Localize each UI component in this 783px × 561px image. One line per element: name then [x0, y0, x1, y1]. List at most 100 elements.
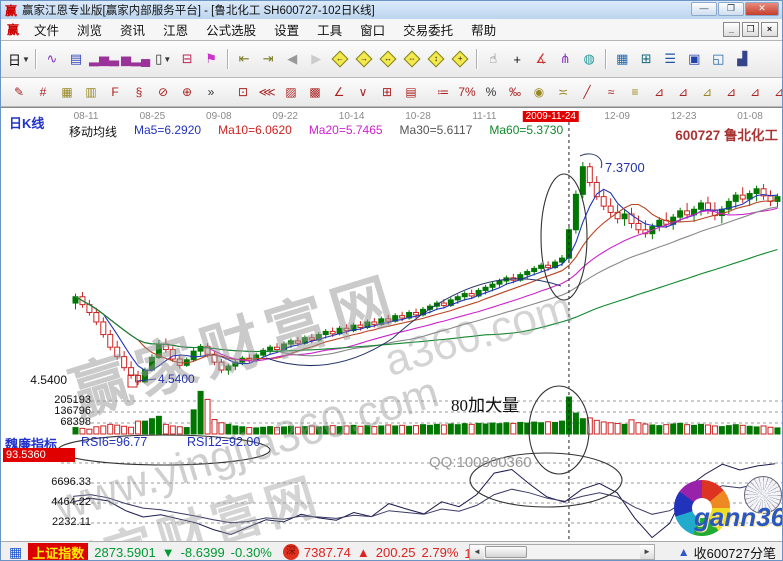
- menu-gann[interactable]: 江恩: [163, 23, 189, 38]
- menu-settings[interactable]: 设置: [274, 23, 300, 38]
- mdi-restore-button[interactable]: ❒: [742, 22, 759, 37]
- close-button[interactable]: ✕: [745, 2, 779, 16]
- next-bar-icon[interactable]: ▶: [311, 51, 322, 66]
- rsi12-label: RSI12=92.00: [187, 435, 261, 449]
- horizontal-scrollbar[interactable]: ◄ ►: [469, 544, 655, 560]
- toolbar-separator: [227, 49, 229, 69]
- kline-period-icon[interactable]: 日 ▼: [8, 52, 30, 68]
- wave-count-icon[interactable]: ◍: [583, 51, 595, 66]
- antenna-icon: ▲: [677, 545, 690, 559]
- gann-box-icon[interactable]: ▨: [285, 85, 297, 99]
- ying-angle-icon[interactable]: ⊿: [749, 85, 761, 99]
- trade-icon[interactable]: ▟: [737, 51, 748, 66]
- scroll-right-arrow-icon[interactable]: ►: [640, 545, 654, 559]
- save-icon[interactable]: ▣: [688, 51, 701, 66]
- date-tick: 08-11: [73, 111, 99, 122]
- gold-grid-icon[interactable]: ▦: [61, 85, 73, 99]
- stock-name-label: 600727 鲁北化工: [675, 128, 778, 143]
- report-icon[interactable]: ⊟: [181, 51, 193, 66]
- si-angle-icon[interactable]: ⊿: [768, 82, 782, 102]
- f-angle-icon[interactable]: ⊿: [677, 85, 689, 99]
- gold-circle-icon[interactable]: ◉: [533, 85, 545, 99]
- flag-icon[interactable]: ⚑: [205, 51, 218, 66]
- toolbar-main: 日 ▼ ∿ ▤ ▂▅▃ ▅▂▄ ▯ ▼ ⊟ ⚑ ⇤ ⇥ ◀ ▶ ← → ↔ ⇔ ↕ + ☝ + ∡ ⋔ ◍ ▦ ⊞ ☰ ▣ ◱ ▟: [1, 41, 782, 78]
- full-view-icon[interactable]: +: [449, 48, 471, 70]
- quote-grid-icon[interactable]: ▦: [9, 543, 23, 560]
- calculator-icon[interactable]: ⊞: [640, 51, 652, 66]
- compress-icon[interactable]: ↔: [377, 48, 399, 70]
- gold-angle-icon[interactable]: ⊿: [701, 85, 713, 99]
- zigzag-icon[interactable]: ∨: [358, 85, 368, 99]
- gold-section-icon[interactable]: ≡: [631, 85, 639, 99]
- pencil-icon[interactable]: ✎: [13, 85, 25, 99]
- minor-wave-icon[interactable]: ▂▅▃: [89, 51, 119, 66]
- menu-news[interactable]: 资讯: [120, 23, 146, 38]
- scroll-left-arrow-icon[interactable]: ◄: [470, 545, 484, 559]
- scrollbar-thumb[interactable]: [485, 546, 527, 558]
- menu-help[interactable]: 帮助: [471, 23, 497, 38]
- gold-grid2-icon[interactable]: ▥: [85, 85, 97, 99]
- title-bar: 赢 赢家江恩专业版[赢家内部服务平台] - [鲁北化工 SH600727-102…: [1, 1, 782, 19]
- candle-style-icon[interactable]: ▯ ▼: [155, 51, 172, 66]
- minimize-button[interactable]: —: [691, 2, 717, 16]
- sh-index-value: 2873.5901: [94, 544, 156, 560]
- marker-pen-icon[interactable]: ╱: [583, 85, 591, 99]
- measure-123-icon[interactable]: ≔: [437, 85, 449, 99]
- major-wave-icon[interactable]: ▅▂▄: [121, 51, 151, 66]
- cycle-icon[interactable]: ⊘: [157, 85, 169, 99]
- zoom-left-icon[interactable]: ←: [329, 48, 351, 70]
- sh-index-badge[interactable]: 上证指数: [28, 542, 89, 560]
- full-grid-icon[interactable]: ⊞: [381, 85, 393, 99]
- info-panel-icon[interactable]: ▤: [69, 51, 83, 66]
- percent-line-icon[interactable]: ‰: [509, 85, 521, 99]
- half-grid-icon[interactable]: ▤: [405, 85, 417, 99]
- angle-measure-icon[interactable]: ∡: [535, 51, 548, 66]
- sz-market-icon[interactable]: 深: [282, 544, 299, 560]
- menu-browse[interactable]: 浏览: [77, 23, 103, 38]
- percent7-icon[interactable]: 7%: [458, 85, 476, 99]
- prev-bar-icon[interactable]: ◀: [287, 51, 298, 66]
- export-icon[interactable]: ◱: [712, 51, 725, 66]
- mdi-minimize-button[interactable]: _: [723, 22, 740, 37]
- circle-cross-icon[interactable]: ⊕: [181, 85, 193, 99]
- vscale-icon[interactable]: ↕: [425, 48, 447, 70]
- memo-icon[interactable]: ☰: [664, 51, 677, 66]
- mdi-child-icon: 赢: [7, 23, 20, 37]
- ma-value-label: Ma30=5.6117: [399, 123, 473, 137]
- first-page-icon[interactable]: ⇤: [238, 51, 250, 66]
- tick-panel-toggle[interactable]: 收600727分笔: [693, 545, 776, 561]
- crosshair-icon[interactable]: +: [513, 51, 522, 67]
- rect-tool-icon[interactable]: ⊡: [237, 85, 249, 99]
- wave-overlay-icon[interactable]: ≈: [607, 85, 615, 99]
- calendar-icon[interactable]: ▦: [616, 51, 629, 66]
- j-angle-icon[interactable]: ⊿: [653, 85, 665, 99]
- more-tools-icon[interactable]: »: [207, 85, 215, 99]
- menu-tools[interactable]: 工具: [317, 23, 343, 38]
- chart-canvas[interactable]: [1, 108, 783, 541]
- zoom-right-icon[interactable]: →: [353, 48, 375, 70]
- gold-line-icon[interactable]: ≍: [557, 85, 569, 99]
- expand-icon[interactable]: ⇔: [401, 48, 423, 70]
- last-page-icon[interactable]: ⇥: [262, 51, 274, 66]
- speed-line-icon[interactable]: ∠: [333, 85, 345, 99]
- spiral-icon[interactable]: §: [135, 85, 143, 99]
- fan-lines-icon[interactable]: ⋘: [258, 85, 276, 99]
- menu-formula[interactable]: 公式选股: [206, 23, 257, 38]
- gann-fan-icon[interactable]: ⋔: [559, 51, 571, 66]
- qq-watermark: QQ:100800360: [429, 454, 532, 471]
- gann-square-icon[interactable]: ▩: [309, 85, 321, 99]
- pattern-window-icon[interactable]: ∿: [46, 51, 58, 66]
- mdi-close-button[interactable]: ×: [761, 22, 778, 37]
- low-price-tag: 4.5400: [158, 372, 195, 386]
- menu-trade[interactable]: 交易委托: [403, 23, 454, 38]
- toolbar-separator: [476, 49, 478, 69]
- menu-window[interactable]: 窗口: [360, 23, 386, 38]
- hand-pan-icon[interactable]: ☝: [489, 51, 498, 66]
- menu-file[interactable]: 文件: [34, 23, 60, 38]
- maximize-button[interactable]: ❐: [718, 2, 744, 16]
- date-tick: 09-22: [272, 111, 298, 122]
- fibo-grid-icon[interactable]: F: [111, 85, 119, 99]
- gann-grid-icon[interactable]: #: [39, 85, 47, 99]
- percent-icon[interactable]: %: [485, 85, 497, 99]
- de-angle-icon[interactable]: ⊿: [725, 85, 737, 99]
